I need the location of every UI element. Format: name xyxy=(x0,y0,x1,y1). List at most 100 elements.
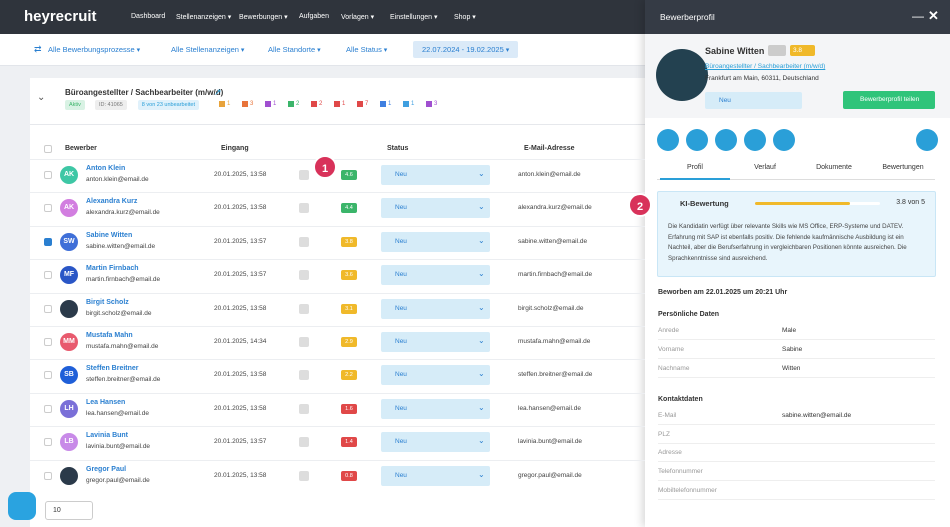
nav-item[interactable]: Shop xyxy=(454,13,476,21)
nav-item[interactable]: Dashboard xyxy=(131,13,166,20)
action-icon[interactable] xyxy=(773,129,795,151)
profile-status[interactable]: Neu xyxy=(705,92,802,109)
status-select[interactable]: Neu xyxy=(381,231,490,252)
filter[interactable]: Alle Stellenanzeigen xyxy=(171,45,244,54)
action-icon[interactable] xyxy=(744,129,766,151)
received-date: 20.01.2025, 13:58 xyxy=(214,371,267,379)
row-checkbox[interactable] xyxy=(44,404,52,413)
ki-score: 3.8 von 5 xyxy=(896,199,925,206)
score-badge: 4.6 xyxy=(341,170,357,180)
close-icon[interactable]: ✕ xyxy=(928,8,939,23)
nav-item[interactable]: Aufgaben xyxy=(299,13,329,20)
status-select[interactable]: Neu xyxy=(381,298,490,319)
action-icon[interactable] xyxy=(715,129,737,151)
row-checkbox[interactable] xyxy=(44,338,52,346)
email-cell: lea.hansen@email.de xyxy=(518,404,581,412)
score-badge: 3.1 xyxy=(341,303,357,314)
applicant-name[interactable]: Gregor Paul xyxy=(86,465,127,473)
field-line xyxy=(658,339,935,340)
ki-title: KI-Bewertung xyxy=(680,199,729,208)
applicant-name[interactable]: Alexandra Kurz xyxy=(86,198,138,206)
status-select[interactable]: Neu xyxy=(381,398,490,419)
row-checkbox[interactable] xyxy=(44,237,52,246)
job-tag: ID: 41065 xyxy=(95,100,127,110)
action-icon[interactable] xyxy=(686,129,708,151)
action-icon[interactable] xyxy=(657,129,679,151)
field-value: sabine.witten@email.de xyxy=(782,412,852,419)
status-select[interactable]: Neu xyxy=(381,332,490,352)
tab[interactable]: Profil xyxy=(687,164,703,171)
applicant-email: steffen.breitner@email.de xyxy=(86,376,161,384)
callout: 2 xyxy=(628,193,652,217)
job-count: 1 xyxy=(334,101,345,107)
avatar: LB xyxy=(60,433,78,452)
applicant-name[interactable]: Mustafa Mahn xyxy=(86,332,133,339)
row-checkbox[interactable] xyxy=(44,271,52,280)
tab[interactable]: Dokumente xyxy=(816,164,852,171)
rating-box xyxy=(299,437,309,448)
filter[interactable]: Alle Bewerbungsprozesse xyxy=(48,45,140,54)
job-count: 1 xyxy=(265,101,276,107)
pagination-select[interactable]: 10 xyxy=(45,501,93,520)
row-checkbox[interactable] xyxy=(44,438,52,447)
status-select[interactable]: Neu xyxy=(381,265,490,286)
filter[interactable]: Alle Status xyxy=(346,45,387,54)
job-count: 3 xyxy=(242,101,253,107)
header-checkbox[interactable] xyxy=(44,145,52,153)
row-line xyxy=(30,159,645,160)
row-checkbox[interactable] xyxy=(44,471,52,480)
action-icon[interactable] xyxy=(916,129,938,151)
status-select[interactable]: Neu xyxy=(381,198,490,219)
tab[interactable]: Bewertungen xyxy=(882,164,924,171)
applicant-name[interactable]: Sabine Witten xyxy=(86,231,133,239)
row-checkbox[interactable] xyxy=(44,371,52,380)
applicant-name[interactable]: Steffen Breitner xyxy=(86,365,139,373)
applicant-email: mustafa.mahn@email.de xyxy=(86,343,159,350)
profile-score: 3.8 xyxy=(790,45,815,56)
nav-item[interactable]: Bewerbungen xyxy=(239,13,288,21)
field-value: Sabine xyxy=(782,346,803,353)
share-button[interactable]: Bewerberprofil teilen xyxy=(843,91,935,109)
received-date: 20.01.2025, 13:58 xyxy=(214,204,267,212)
row-line xyxy=(30,259,645,261)
filter[interactable]: 22.07.2024 - 19.02.2025 xyxy=(413,41,519,58)
nav-item[interactable]: Stellenanzeigen xyxy=(176,13,231,21)
nav-item[interactable]: Einstellungen xyxy=(390,13,438,21)
avatar xyxy=(60,466,78,485)
avatar: SW xyxy=(60,232,78,251)
applicant-name[interactable]: Martin Firnbach xyxy=(86,265,139,273)
row-line xyxy=(30,459,645,461)
job-count: 3 xyxy=(426,101,437,107)
row-checkbox[interactable] xyxy=(44,171,52,179)
row-checkbox[interactable] xyxy=(44,304,52,313)
status-caret: ⌄ xyxy=(478,235,485,245)
email-cell: anton.klein@email.de xyxy=(518,171,581,178)
nav-item[interactable]: Vorlagen xyxy=(341,13,374,21)
status-select[interactable]: Neu xyxy=(381,465,490,486)
field-line xyxy=(658,461,935,462)
applicant-name[interactable]: Lea Hansen xyxy=(86,398,126,406)
filter[interactable]: Alle Standorte xyxy=(268,45,321,54)
applicant-name[interactable]: Anton Klein xyxy=(86,165,126,172)
applicant-email: lea.hansen@email.de xyxy=(86,409,149,417)
row-checkbox[interactable] xyxy=(44,204,52,213)
applicant-name[interactable]: Birgit Scholz xyxy=(86,298,129,306)
filter-icon: ⇄ xyxy=(34,44,42,54)
tab[interactable]: Verlauf xyxy=(754,164,776,171)
minimize-icon[interactable]: — xyxy=(912,9,924,23)
status-select[interactable]: Neu xyxy=(381,365,490,386)
applicant-name[interactable]: Lavinia Bunt xyxy=(86,432,129,440)
email-cell: gregor.paul@email.de xyxy=(518,471,582,479)
profile-job[interactable]: Büroangestellter / Sachbearbeiter (m/w/d… xyxy=(705,63,826,70)
status-select[interactable]: Neu xyxy=(381,165,490,185)
status-select[interactable]: Neu xyxy=(381,432,490,453)
email-cell: birgit.scholz@email.de xyxy=(518,304,584,312)
col-header: Status xyxy=(387,145,409,152)
collapse-caret[interactable]: ⌄ xyxy=(37,92,46,103)
row-line xyxy=(30,192,645,194)
row-line xyxy=(30,392,645,394)
section-title: Kontaktdaten xyxy=(658,396,703,403)
field-value: Male xyxy=(782,327,797,334)
email-cell: mustafa.mahn@email.de xyxy=(518,338,591,345)
chat-button[interactable] xyxy=(8,492,36,520)
